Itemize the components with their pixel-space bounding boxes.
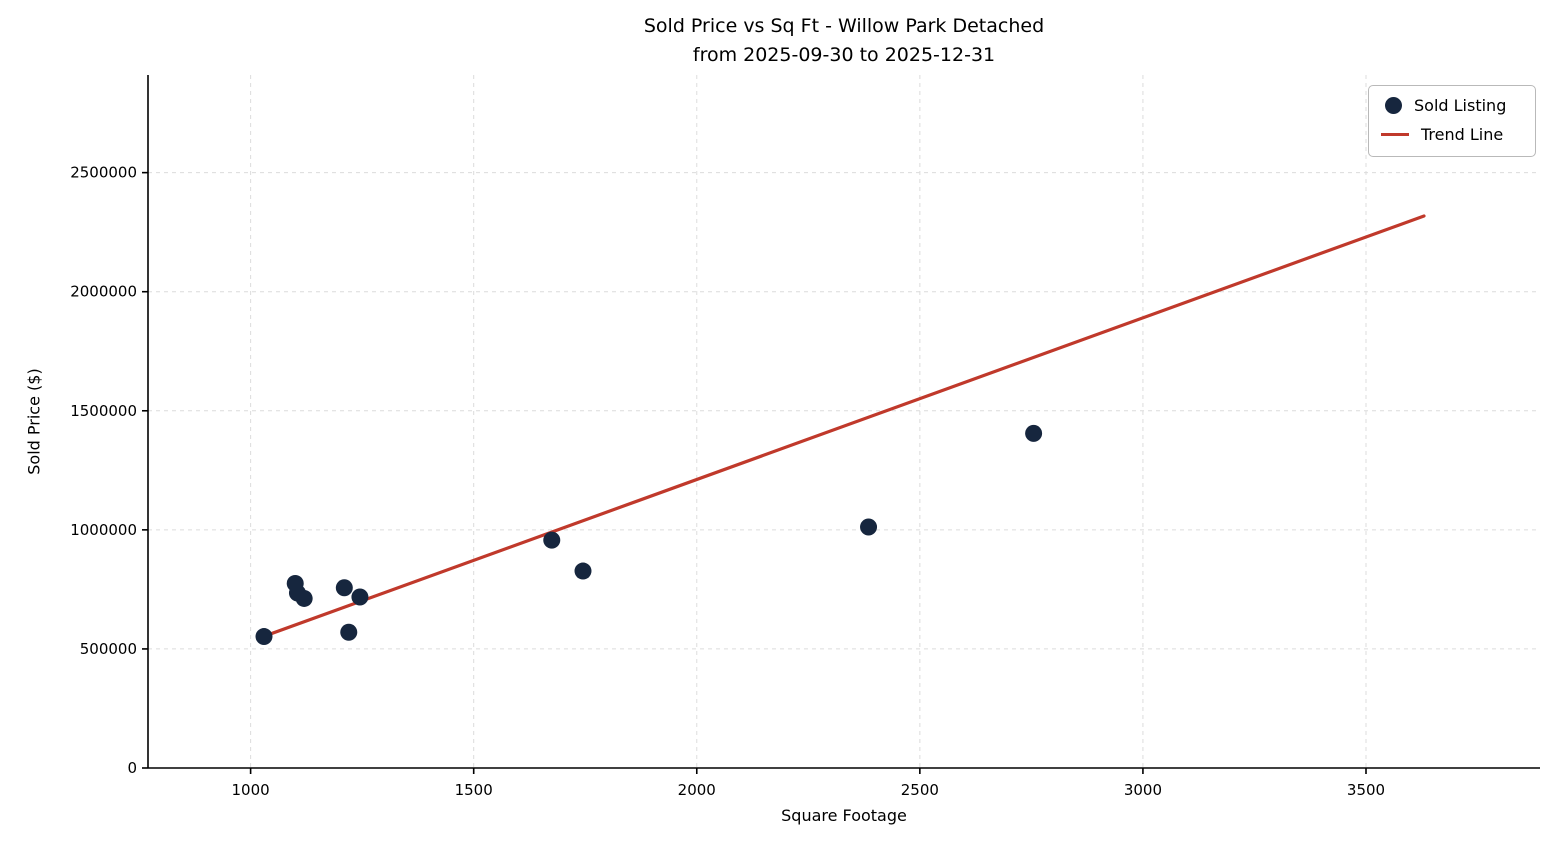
x-tick-label: 3000 bbox=[1124, 781, 1162, 799]
scatter-point bbox=[351, 588, 369, 606]
scatter-point bbox=[543, 531, 561, 549]
legend: Sold Listing Trend Line bbox=[1368, 85, 1536, 157]
scatter-point bbox=[1025, 424, 1043, 442]
scatter-point bbox=[574, 562, 592, 580]
y-tick-label: 0 bbox=[127, 759, 137, 777]
chart-title: Sold Price vs Sq Ft - Willow Park Detach… bbox=[148, 12, 1540, 70]
y-tick-label: 1500000 bbox=[70, 402, 137, 420]
trend-line-marker-icon bbox=[1381, 133, 1409, 136]
y-tick-label: 500000 bbox=[80, 640, 137, 658]
y-tick-label: 2500000 bbox=[70, 164, 137, 182]
y-tick-label: 2000000 bbox=[70, 283, 137, 301]
x-axis-label: Square Footage bbox=[781, 806, 907, 825]
legend-label-trend-line: Trend Line bbox=[1421, 125, 1504, 144]
legend-label-sold-listing: Sold Listing bbox=[1414, 96, 1507, 115]
scatter-point bbox=[335, 579, 353, 597]
legend-item-trend-line: Trend Line bbox=[1381, 125, 1519, 144]
sold-listing-marker-icon bbox=[1385, 97, 1402, 114]
chart-title-line1: Sold Price vs Sq Ft - Willow Park Detach… bbox=[643, 15, 1045, 37]
x-tick-label: 2500 bbox=[901, 781, 939, 799]
scatter-point bbox=[860, 518, 878, 536]
y-tick-label: 1000000 bbox=[70, 521, 137, 539]
y-axis-label: Sold Price ($) bbox=[24, 368, 44, 475]
chart-title-line2: from 2025-09-30 to 2025-12-31 bbox=[692, 44, 996, 66]
x-tick-label: 2000 bbox=[678, 781, 716, 799]
legend-item-sold-listing: Sold Listing bbox=[1381, 96, 1519, 115]
x-tick-label: 3500 bbox=[1347, 781, 1385, 799]
scatter-point bbox=[255, 628, 273, 646]
trend-line bbox=[262, 214, 1426, 638]
x-tick-label: 1500 bbox=[455, 781, 493, 799]
x-tick-label: 1000 bbox=[232, 781, 270, 799]
scatter-point bbox=[295, 589, 313, 607]
gridlines bbox=[148, 75, 1540, 769]
scatter-point bbox=[340, 623, 358, 641]
